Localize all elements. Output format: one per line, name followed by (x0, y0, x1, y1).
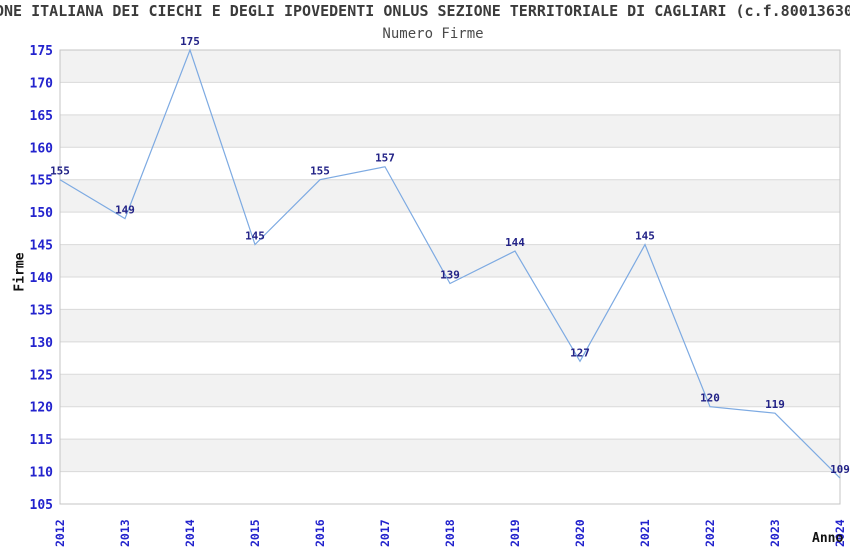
x-tick-label: 2019 (508, 519, 522, 547)
grid-band (60, 212, 840, 245)
x-tick-label: 2017 (378, 519, 392, 547)
y-tick-label: 170 (30, 76, 54, 91)
grid-band (60, 147, 840, 180)
x-tick-label: 2012 (53, 519, 67, 547)
data-point-label: 120 (700, 392, 720, 405)
x-tick-label: 2016 (313, 519, 327, 547)
y-tick-label: 175 (30, 44, 53, 59)
y-tick-label: 165 (30, 109, 53, 124)
grid-band (60, 374, 840, 407)
x-tick-label: 2014 (183, 519, 197, 547)
x-tick-label: 2020 (573, 519, 587, 547)
grid-band (60, 471, 840, 504)
data-point-label: 175 (180, 35, 200, 48)
grid-band (60, 406, 840, 440)
data-point-label: 119 (765, 398, 785, 411)
grid-band (60, 244, 840, 277)
y-tick-label: 115 (30, 433, 53, 448)
x-tick-label: 2015 (248, 519, 262, 547)
grid-band (60, 114, 840, 148)
data-point-label: 127 (570, 346, 590, 359)
grid-band (60, 341, 840, 375)
data-point-label: 157 (375, 152, 395, 165)
grid-band (60, 179, 840, 213)
data-point-label: 145 (245, 230, 265, 243)
y-tick-label: 130 (30, 336, 54, 351)
data-point-label: 155 (50, 165, 70, 178)
grid-band (60, 439, 840, 472)
y-tick-label: 110 (30, 466, 54, 481)
y-tick-label: 105 (30, 498, 53, 513)
x-tick-label: 2022 (703, 519, 717, 547)
x-tick-label: 2024 (833, 519, 847, 547)
data-point-label: 155 (310, 165, 330, 178)
page-title: ONE ITALIANA DEI CIECHI E DEGLI IPOVEDEN… (0, 2, 850, 20)
y-axis-title: Firme (12, 252, 28, 292)
y-tick-label: 155 (30, 174, 53, 189)
grid-band (60, 309, 840, 342)
grid-band (60, 82, 840, 115)
y-tick-label: 160 (30, 141, 54, 156)
data-point-label: 139 (440, 268, 460, 281)
y-tick-label: 135 (30, 303, 53, 318)
plot-border (59, 49, 841, 505)
grid-band (60, 50, 840, 83)
data-point-label: 149 (115, 204, 135, 217)
data-point-label: 144 (505, 236, 525, 249)
y-tick-label: 140 (30, 271, 54, 286)
data-point-label: 109 (830, 463, 850, 476)
y-tick-label: 150 (30, 206, 54, 221)
x-tick-label: 2018 (443, 519, 457, 547)
x-tick-label: 2021 (638, 519, 652, 547)
y-tick-label: 145 (30, 239, 53, 254)
grid-band (60, 277, 840, 310)
data-point-label: 145 (635, 230, 655, 243)
x-axis-title: Anno (812, 531, 844, 546)
y-tick-label: 120 (30, 401, 54, 416)
y-tick-label: 125 (30, 368, 53, 383)
x-tick-label: 2013 (118, 519, 132, 547)
x-tick-label: 2023 (768, 519, 782, 547)
data-line (59, 48, 841, 479)
chart-title: Numero Firme (382, 26, 484, 42)
